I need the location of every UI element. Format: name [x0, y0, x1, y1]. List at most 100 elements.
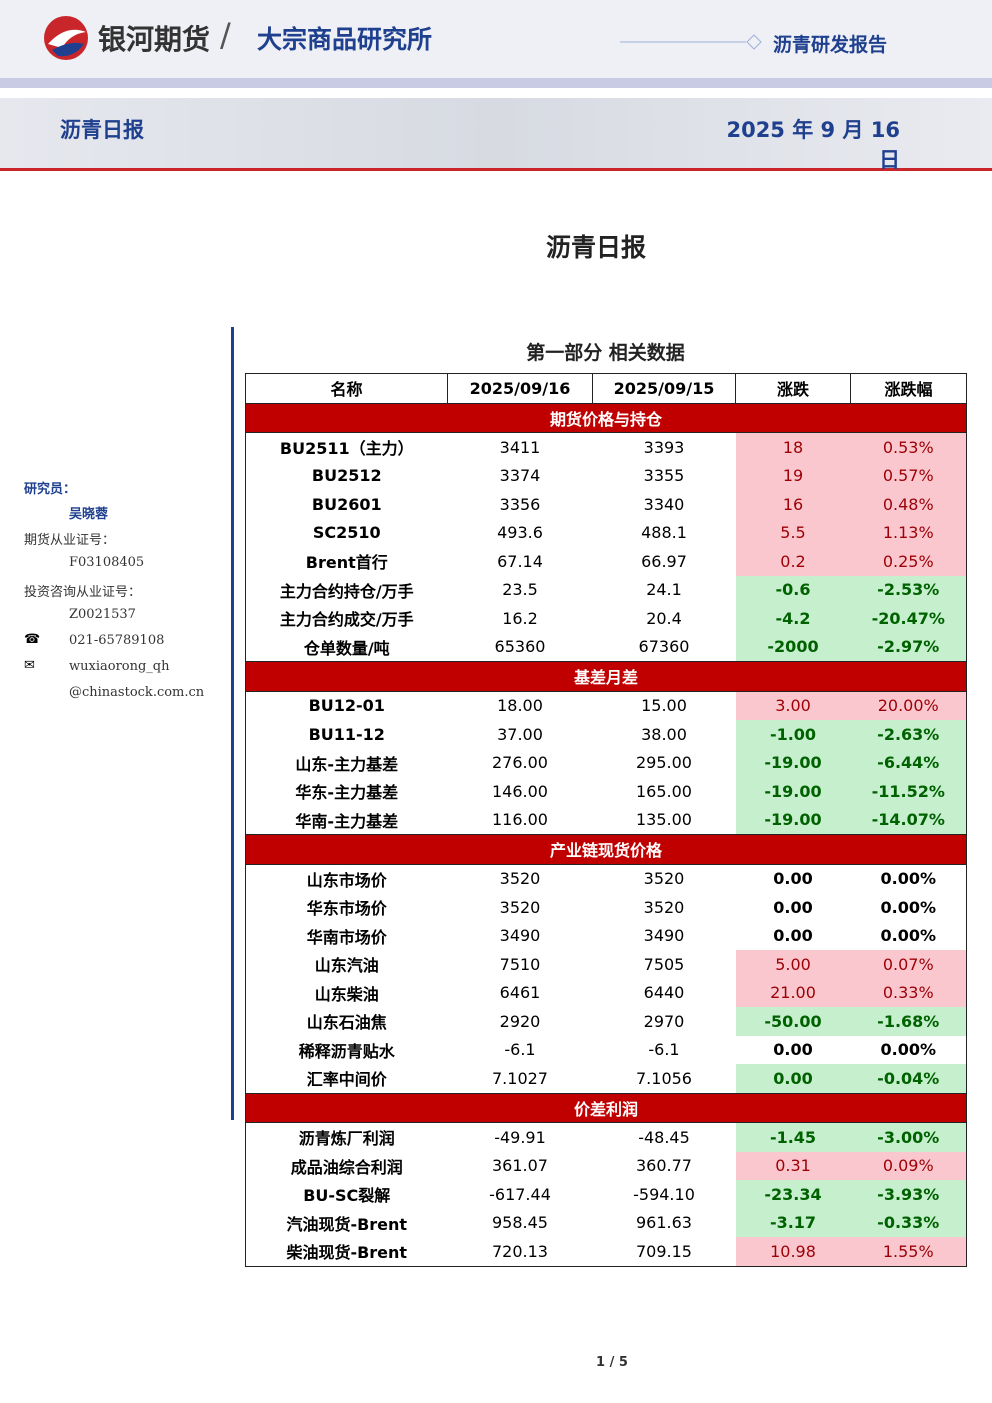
- deco-line: [620, 34, 762, 50]
- cell: 7510: [499, 954, 541, 974]
- cell: 3520: [499, 897, 541, 917]
- cell: 66.97: [641, 551, 687, 571]
- cell: -6.1: [648, 1040, 680, 1060]
- cell: -0.04%: [850, 1064, 967, 1093]
- cell: 0.09%: [850, 1151, 967, 1180]
- cell: 6440: [643, 983, 685, 1003]
- cell: 0.53%: [850, 432, 967, 462]
- cell: 7.1056: [636, 1068, 692, 1088]
- column-header: 2025/09/16: [447, 373, 593, 404]
- cell: 3356: [499, 494, 541, 514]
- report-type: 沥青研发报告: [773, 34, 888, 56]
- sidebar-item: 研究员：: [24, 482, 77, 497]
- cell: 华南市场价: [245, 921, 448, 950]
- cell: 24.1: [646, 580, 682, 600]
- cell: -2.63%: [850, 720, 967, 749]
- data-row: BU11-12 37.00 38.00 -1.00 -2.63%: [245, 720, 967, 749]
- cell: 2920: [499, 1011, 541, 1031]
- cell: 709.15: [592, 1237, 736, 1267]
- cell: 18: [735, 432, 851, 462]
- data-row: BU12-01 18.00 15.00 3.00 20.00%: [245, 691, 967, 720]
- data-row: 华东市场价 3520 3520 0.00 0.00%: [245, 893, 967, 922]
- data-row: BU-SC裂解 -617.44 -594.10 -23.34 -3.93%: [245, 1180, 967, 1209]
- cell: 67360: [638, 637, 690, 657]
- cell: BU11-12: [245, 720, 448, 749]
- cell: -19.00: [735, 748, 851, 777]
- cell: 493.6: [497, 523, 543, 543]
- group-row: 基差月差: [245, 661, 967, 692]
- cell: -1.68%: [850, 1007, 967, 1036]
- data-row: BU2512 3374 3355 19 0.57%: [245, 461, 967, 490]
- cell: 65360: [494, 637, 546, 657]
- cell: 361.07: [492, 1156, 548, 1176]
- data-row: 成品油综合利润 361.07 360.77 0.31 0.09%: [245, 1151, 967, 1180]
- cell: 3355: [643, 466, 685, 486]
- cell: 0.00: [773, 1040, 813, 1060]
- cell: 19: [735, 461, 851, 490]
- header-row: 名称 2025/09/16 2025/09/15 涨跌 涨跌幅: [245, 373, 967, 404]
- cell: 主力合约成交/万手: [245, 604, 448, 633]
- cell: 山东-主力基差: [245, 748, 448, 777]
- cell: 10.98: [735, 1237, 851, 1267]
- cell: SC2510: [245, 518, 448, 547]
- company: 银河期货: [98, 23, 211, 56]
- page-number: 1 / 5: [596, 1355, 628, 1370]
- cell: Brent首行: [245, 547, 448, 576]
- sidebar-item: @chinastock.com.cn: [69, 685, 205, 700]
- cell: 0.00: [735, 1064, 851, 1093]
- cell: 165.00: [636, 781, 692, 801]
- group-name: 价差利润: [245, 1092, 967, 1123]
- cell: -3.93%: [850, 1180, 967, 1209]
- cell: 720.13: [447, 1237, 593, 1267]
- cell: 0.48%: [850, 490, 967, 519]
- data-row: 华东-主力基差 146.00 165.00 -19.00 -11.52%: [245, 777, 967, 806]
- cell: 360.77: [636, 1156, 692, 1176]
- cell: 38.00: [641, 724, 687, 744]
- group-name: 基差月差: [245, 661, 967, 692]
- cell: 0.00: [773, 869, 813, 889]
- data-row: 汽油现货-Brent 958.45 961.63 -3.17 -0.33%: [245, 1208, 967, 1237]
- cell: 135.00: [636, 810, 692, 830]
- cell: 华东市场价: [245, 893, 448, 922]
- data-row: 山东石油焦 2920 2970 -50.00 -1.68%: [245, 1007, 967, 1036]
- cell: 0.31: [735, 1151, 851, 1180]
- cell: -23.34: [735, 1180, 851, 1209]
- cell: BU12-01: [245, 691, 448, 720]
- cell: 6461: [499, 983, 541, 1003]
- sidebar-item: 021-65789108: [69, 633, 165, 648]
- cell: 0.25%: [850, 547, 967, 576]
- cell: 柴油现货-Brent: [245, 1237, 448, 1267]
- group-row: 期货价格与持仓: [245, 402, 967, 433]
- title-band: [0, 98, 992, 171]
- cell: 成品油综合利润: [245, 1151, 448, 1180]
- cell: -1.00: [735, 720, 851, 749]
- cell: 295.00: [636, 753, 692, 773]
- data-row: 山东市场价 3520 3520 0.00 0.00%: [245, 864, 967, 893]
- column-header: 涨跌: [735, 373, 851, 404]
- cell: -594.10: [633, 1184, 695, 1204]
- data-row: SC2510 493.6 488.1 5.5 1.13%: [245, 518, 967, 547]
- cell: 2970: [643, 1011, 685, 1031]
- cell: 山东汽油: [245, 950, 448, 979]
- header-stripe: [0, 78, 992, 88]
- cell: 15.00: [641, 696, 687, 716]
- cell: 961.63: [636, 1213, 692, 1233]
- cell: -0.6: [735, 575, 851, 604]
- data-row: Brent首行 67.14 66.97 0.2 0.25%: [245, 547, 967, 576]
- sidebar-item: 吴晓蓉: [69, 507, 109, 522]
- data-row: 汇率中间价 7.1027 7.1056 0.00 -0.04%: [245, 1064, 967, 1093]
- cell: -6.44%: [850, 748, 967, 777]
- divider: /: [220, 16, 231, 54]
- data-row: 稀释沥青贴水 -6.1 -6.1 0.00 0.00%: [245, 1035, 967, 1064]
- cell: 山东市场价: [245, 864, 448, 893]
- cell: -3.17: [735, 1208, 851, 1237]
- cell: 958.45: [492, 1213, 548, 1233]
- cell: 3520: [643, 869, 685, 889]
- cell: 0.57%: [850, 461, 967, 490]
- cell: -2.53%: [850, 575, 967, 604]
- cell: -49.91: [494, 1127, 546, 1147]
- section-title: 第一部分 相关数据: [526, 342, 685, 364]
- cell: 0.00%: [850, 921, 967, 950]
- cell: 3490: [643, 926, 685, 946]
